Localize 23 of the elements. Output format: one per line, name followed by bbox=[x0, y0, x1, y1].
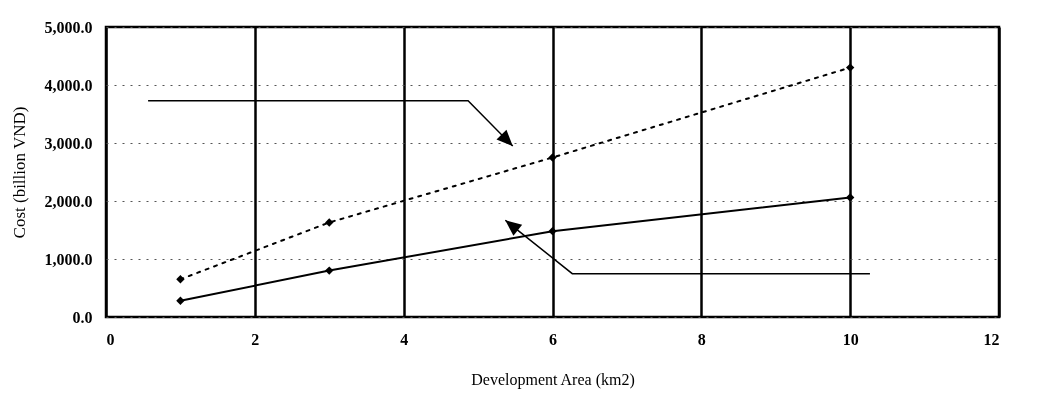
y-tick-label: 3,000.0 bbox=[44, 134, 93, 152]
x-axis-title: Development Area (km2) bbox=[471, 370, 635, 389]
x-tick-label: 6 bbox=[549, 330, 557, 348]
x-tick-label: 10 bbox=[842, 330, 859, 348]
point bbox=[548, 226, 557, 236]
point bbox=[845, 63, 855, 72]
y-tick-label: 1,000.0 bbox=[44, 250, 93, 268]
y-tick-label: 5,000.0 bbox=[44, 18, 93, 36]
point bbox=[176, 296, 185, 305]
y-tick-label: 4,000.0 bbox=[44, 76, 93, 94]
point bbox=[176, 275, 185, 284]
x-tick-label: 2 bbox=[251, 330, 260, 348]
x-tick-label: 8 bbox=[697, 330, 706, 348]
point bbox=[548, 153, 557, 162]
y-tick-label: 0.0 bbox=[72, 308, 93, 326]
x-tick-label: 0 bbox=[106, 330, 115, 348]
point bbox=[325, 218, 334, 227]
point bbox=[325, 266, 334, 275]
point bbox=[845, 193, 855, 202]
x-tick-label: 4 bbox=[400, 330, 409, 348]
y-axis-title: Cost (billion VND) bbox=[9, 106, 29, 239]
x-tick-label: 12 bbox=[983, 330, 1000, 348]
y-tick-label: 2,000.0 bbox=[44, 192, 93, 210]
